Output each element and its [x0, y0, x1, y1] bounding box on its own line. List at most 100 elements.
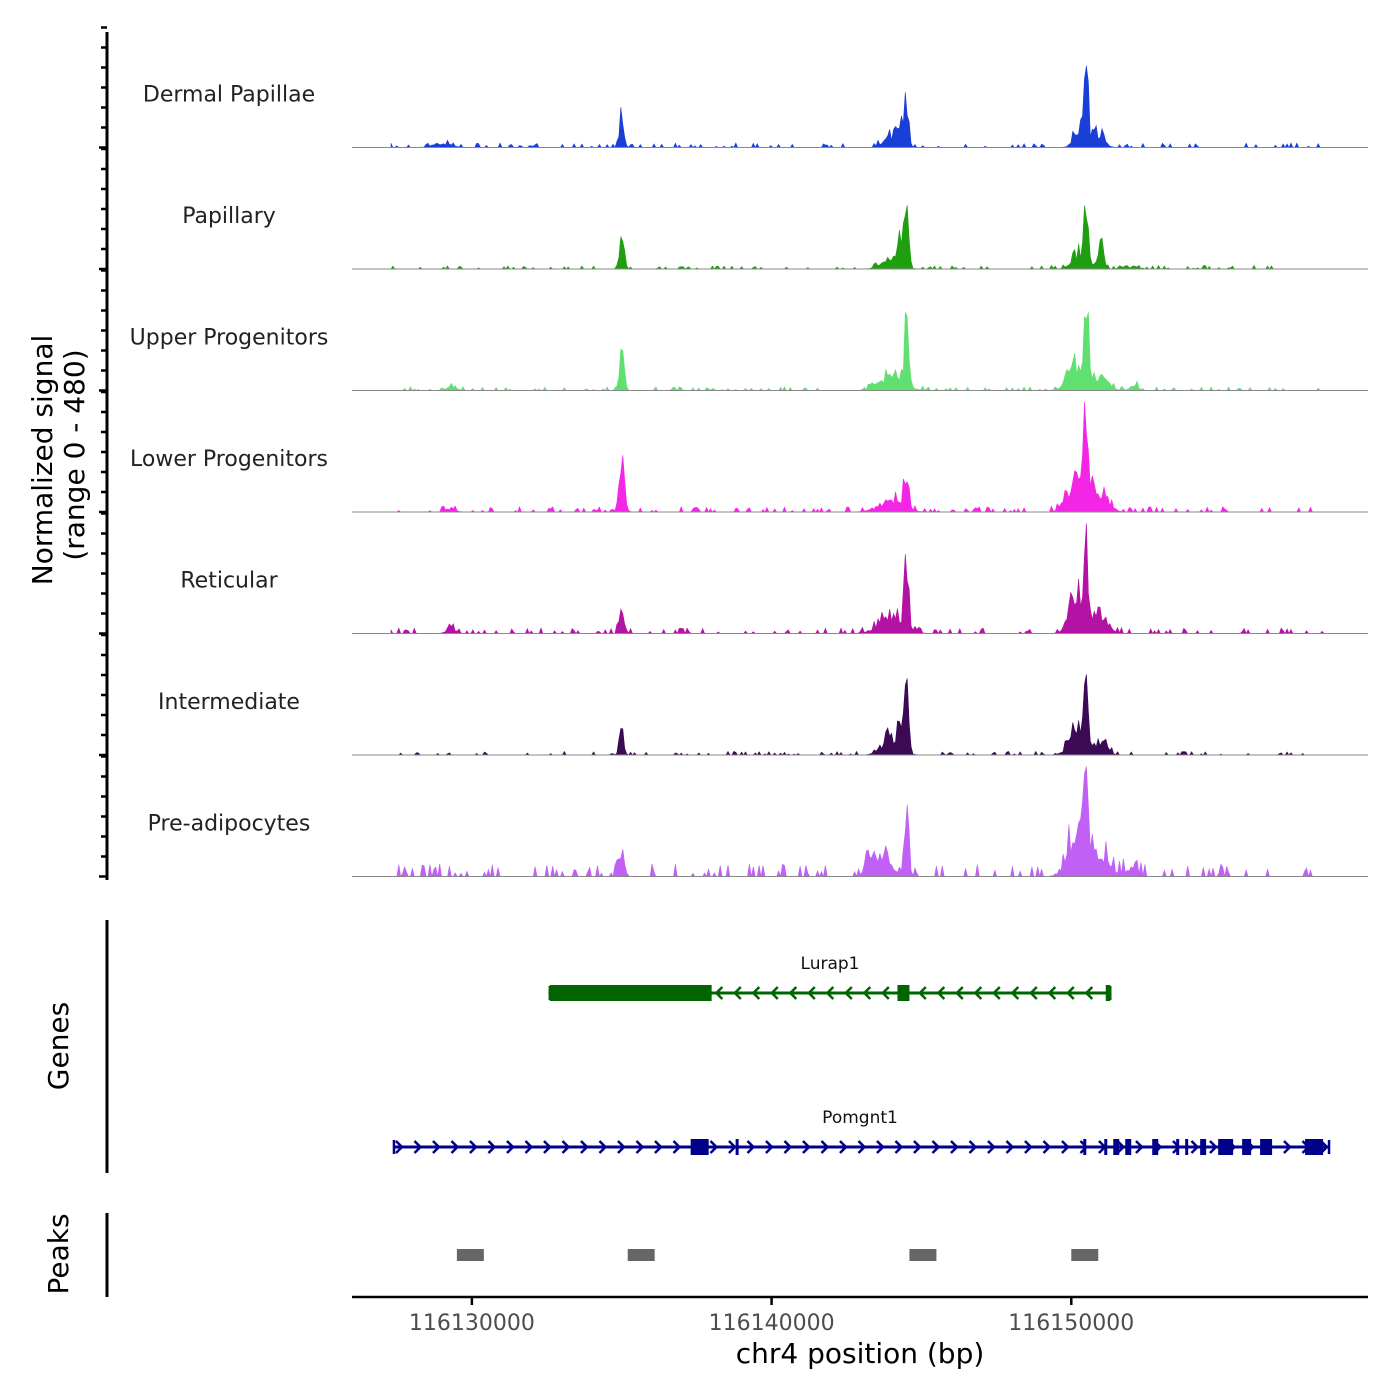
peaks-track-title: Peaks: [42, 1213, 75, 1294]
gene-exon: [1113, 1139, 1120, 1155]
strand-arrow: [1209, 1140, 1218, 1154]
strand-arrow: [807, 986, 816, 1000]
peak-region: [456, 1249, 484, 1261]
strand-arrow: [524, 1140, 534, 1154]
track-label-2: Papillary: [182, 204, 276, 229]
signal-track-5: Reticular: [180, 523, 1368, 635]
strand-arrow: [751, 986, 761, 1000]
gene-lurap1: Lurap1: [548, 954, 1112, 1001]
strand-arrow: [672, 1140, 682, 1154]
gene-exon: [1218, 1139, 1234, 1155]
strand-arrow: [987, 1140, 996, 1154]
strand-arrow: [839, 1140, 848, 1154]
strand-arrow: [746, 1140, 756, 1154]
strand-arrow: [918, 986, 927, 1000]
x-axis-title: chr4 position (bp): [736, 1337, 985, 1370]
strand-arrow: [1010, 986, 1020, 1000]
track-label-3: Upper Progenitors: [130, 326, 329, 351]
gene-exon: [1185, 1139, 1189, 1155]
track-label-6: Intermediate: [158, 690, 300, 715]
signal-track-7: Pre-adipocytes: [148, 766, 1368, 878]
signal-track-6: Intermediate: [158, 674, 1368, 756]
strand-arrow: [714, 986, 724, 1000]
track-label-1: Dermal Papillae: [143, 83, 315, 108]
track-label-4: Lower Progenitors: [130, 447, 328, 472]
strand-arrow: [820, 1140, 830, 1154]
strand-arrow: [913, 1140, 922, 1154]
strand-arrow: [770, 986, 779, 1000]
strand-arrow: [1024, 1140, 1033, 1154]
strand-arrow: [1135, 1140, 1144, 1154]
signal-track-2: Papillary: [182, 204, 1368, 270]
strand-arrow: [635, 1140, 645, 1154]
strand-arrow: [561, 1140, 571, 1154]
strand-arrow: [1066, 986, 1075, 1000]
strand-arrow: [469, 1140, 478, 1154]
strand-arrow: [973, 986, 983, 1000]
x-axis-ticks: 116130000 116140000 116150000: [409, 1297, 1134, 1336]
strand-arrow: [857, 1140, 867, 1154]
gene-exon: [1176, 1139, 1180, 1155]
strand-arrow: [1061, 1140, 1070, 1154]
gene-exon: [735, 1139, 739, 1155]
strand-arrow: [1283, 1140, 1292, 1154]
signal-y-ticks: [99, 26, 107, 878]
peak-region: [1071, 1249, 1099, 1261]
gene-label-lurap1: Lurap1: [801, 954, 860, 974]
gene-exon: [897, 985, 910, 1001]
gene-exon: [549, 985, 712, 1001]
x-tick-label: 116130000: [409, 1311, 535, 1336]
strand-arrow: [543, 1140, 552, 1154]
strand-arrow: [950, 1140, 959, 1154]
strand-arrow: [1084, 986, 1094, 1000]
genes-track-title: Genes: [42, 1002, 75, 1090]
strand-arrow: [955, 986, 964, 1000]
track-label-7: Pre-adipocytes: [148, 812, 311, 837]
gene-exon: [1105, 985, 1111, 1001]
gene-exon: [690, 1139, 709, 1155]
gene-label-pomgnt1: Pomgnt1: [822, 1108, 898, 1128]
gene-exon: [1242, 1139, 1252, 1155]
strand-arrow: [783, 1140, 793, 1154]
x-tick-label: 116150000: [1008, 1311, 1134, 1336]
signal-track-3: Upper Progenitors: [130, 312, 1368, 392]
gene-exon: [1152, 1139, 1159, 1155]
gene-exon: [1260, 1139, 1273, 1155]
strand-arrow: [825, 986, 835, 1000]
strand-arrow: [1029, 986, 1038, 1000]
gene-tracks: Lurap1 Pomgnt1: [392, 954, 1331, 1155]
strand-arrow: [413, 1140, 423, 1154]
gene-exon: [1305, 1139, 1324, 1155]
strand-arrow: [432, 1140, 441, 1154]
strand-arrow: [598, 1140, 608, 1154]
strand-arrow: [506, 1140, 515, 1154]
signal-track-1: Dermal Papillae: [143, 65, 1368, 149]
strand-arrow: [894, 1140, 904, 1154]
peak-region: [909, 1249, 937, 1261]
strand-arrow: [1005, 1140, 1015, 1154]
strand-arrow: [580, 1140, 589, 1154]
strand-arrow: [881, 986, 890, 1000]
y-axis-title: Normalized signal: [26, 335, 59, 586]
strand-arrow: [992, 986, 1001, 1000]
strand-arrow: [1042, 1140, 1052, 1154]
strand-arrow: [733, 986, 742, 1000]
strand-arrow: [936, 986, 946, 1000]
gene-exon: [1200, 1139, 1207, 1155]
strand-arrow: [487, 1140, 497, 1154]
strand-arrow: [728, 1140, 737, 1154]
x-tick-label: 116140000: [709, 1311, 835, 1336]
strand-arrow: [931, 1140, 941, 1154]
strand-arrow: [876, 1140, 885, 1154]
strand-arrow: [450, 1140, 460, 1154]
strand-arrow: [844, 986, 853, 1000]
strand-arrow: [395, 1140, 404, 1154]
strand-arrow: [1047, 986, 1057, 1000]
gene-exon: [1125, 1139, 1132, 1155]
y-axis-range-subtitle: (range 0 - 480): [58, 349, 91, 560]
gene-exon: [1083, 1139, 1087, 1155]
strand-arrow: [1079, 1140, 1089, 1154]
strand-arrow: [968, 1140, 978, 1154]
